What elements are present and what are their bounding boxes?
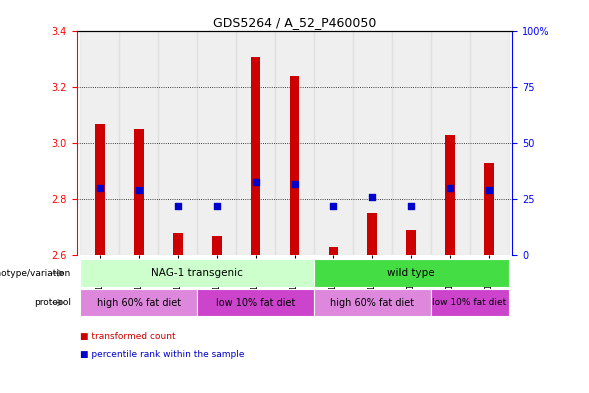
Bar xyxy=(368,213,377,255)
Text: ■ transformed count: ■ transformed count xyxy=(80,332,175,341)
Point xyxy=(212,203,221,209)
Bar xyxy=(173,233,183,255)
Bar xyxy=(81,259,314,287)
Text: genotype/variation: genotype/variation xyxy=(0,269,71,277)
Text: low 10% fat diet: low 10% fat diet xyxy=(432,298,507,307)
Bar xyxy=(81,31,120,255)
Text: low 10% fat diet: low 10% fat diet xyxy=(216,298,295,308)
Bar xyxy=(212,236,221,255)
Bar xyxy=(406,230,416,255)
Bar xyxy=(290,76,299,255)
Point xyxy=(484,187,494,194)
Bar xyxy=(314,259,508,287)
Bar xyxy=(275,31,314,255)
Bar xyxy=(484,163,494,255)
Bar xyxy=(158,31,197,255)
Text: high 60% fat diet: high 60% fat diet xyxy=(330,298,415,308)
Text: ■ percentile rank within the sample: ■ percentile rank within the sample xyxy=(80,350,244,359)
Point xyxy=(290,181,299,187)
Bar xyxy=(329,247,338,255)
Bar xyxy=(469,31,508,255)
Point xyxy=(134,187,144,194)
Bar xyxy=(236,31,275,255)
Bar xyxy=(120,31,158,255)
Bar xyxy=(431,289,508,316)
Text: protocol: protocol xyxy=(34,298,71,307)
Bar xyxy=(95,124,105,255)
Bar xyxy=(314,289,431,316)
Point xyxy=(368,194,377,200)
Text: high 60% fat diet: high 60% fat diet xyxy=(97,298,181,308)
Bar xyxy=(134,129,144,255)
Bar xyxy=(251,57,260,255)
Point xyxy=(406,203,416,209)
Point xyxy=(95,185,105,191)
Bar xyxy=(445,135,455,255)
Bar xyxy=(314,31,353,255)
Point xyxy=(173,203,183,209)
Bar xyxy=(81,289,197,316)
Bar xyxy=(197,289,314,316)
Text: NAG-1 transgenic: NAG-1 transgenic xyxy=(151,268,243,278)
Bar xyxy=(431,31,469,255)
Point xyxy=(251,178,260,185)
Bar xyxy=(353,31,392,255)
Title: GDS5264 / A_52_P460050: GDS5264 / A_52_P460050 xyxy=(213,16,376,29)
Text: wild type: wild type xyxy=(388,268,435,278)
Point xyxy=(445,185,455,191)
Bar xyxy=(392,31,431,255)
Bar xyxy=(197,31,236,255)
Point xyxy=(329,203,338,209)
